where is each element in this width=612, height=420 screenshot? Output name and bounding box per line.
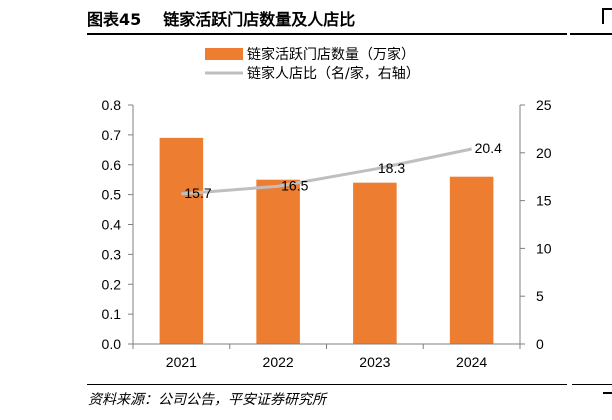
adjacent-source-fragment [603, 392, 612, 394]
bar [256, 179, 300, 344]
right-axis-tick-label: 15 [536, 193, 552, 209]
left-axis-tick-label: 0.3 [102, 246, 122, 262]
line-data-label: 20.4 [475, 140, 502, 156]
legend-swatch-bar [205, 48, 243, 60]
bar [353, 182, 397, 344]
figure-title: 图表45 链家活跃门店数量及人店比 [87, 6, 355, 30]
right-axis-tick-label: 0 [536, 336, 544, 352]
left-axis-tick-label: 0.5 [102, 187, 122, 203]
left-axis-tick-label: 0.0 [102, 336, 122, 352]
left-axis-tick-label: 0.6 [102, 157, 122, 173]
series-line [181, 147, 472, 196]
source-rule [87, 384, 567, 385]
left-axis-tick-label: 0.1 [102, 306, 122, 322]
line-data-label: 16.5 [281, 177, 308, 193]
right-axis-tick-label: 20 [536, 145, 552, 161]
x-axis-tick-label: 2023 [359, 354, 390, 370]
chart-axes: 0.0 0.1 0.2 0.3 0.4 0.5 0.6 0.7 0.8 0 5 10 15 20 25 202… [102, 97, 552, 370]
figure-number: 图表45 [87, 10, 142, 29]
right-axis-tick-label: 25 [536, 97, 552, 113]
x-axis-tick-label: 2022 [263, 354, 294, 370]
line-data-label: 15.7 [184, 185, 211, 201]
bar [449, 176, 494, 344]
right-axis-tick-label: 10 [536, 240, 552, 256]
adjacent-source-rule [572, 384, 612, 385]
adjacent-figure-fragment [602, 8, 612, 24]
left-axis-tick-label: 0.2 [102, 276, 122, 292]
left-axis-tick-label: 0.7 [102, 127, 122, 143]
left-axis-tick-label: 0.8 [102, 97, 122, 113]
left-axis-tick-label: 0.4 [102, 217, 122, 233]
figure-title-text: 链家活跃门店数量及人店比 [163, 10, 356, 29]
bar-series [159, 137, 494, 344]
source-note: 资料来源：公司公告，平安证券研究所 [88, 392, 326, 408]
x-axis-tick-label: 2021 [166, 354, 197, 370]
adjacent-title-rule [570, 33, 612, 35]
bar [159, 137, 204, 344]
chart-legend: 链家活跃门店数量（万家） 链家人店比（名/家，右轴） [205, 46, 420, 82]
right-axis-tick-label: 5 [536, 288, 544, 304]
x-axis-tick-label: 2024 [456, 354, 487, 370]
legend-label-line: 链家人店比（名/家，右轴） [247, 65, 420, 82]
legend-label-bar: 链家活跃门店数量（万家） [247, 46, 415, 63]
line-series: 15.7 16.5 18.3 20.4 [181, 140, 502, 201]
line-data-label: 18.3 [378, 160, 405, 176]
title-rule [87, 33, 567, 35]
